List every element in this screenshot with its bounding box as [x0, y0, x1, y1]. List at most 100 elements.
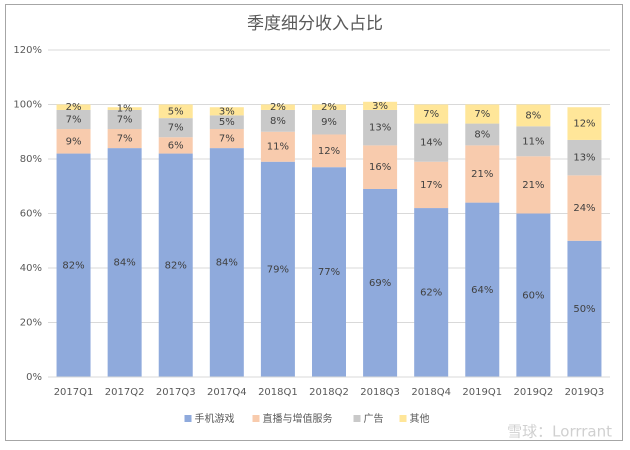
value-label: 24% [573, 203, 595, 214]
x-tick-label: 2019Q1 [462, 387, 502, 398]
value-label: 7% [219, 134, 235, 145]
legend-swatch [399, 415, 407, 422]
bar-segment [516, 213, 551, 377]
x-tick-label: 2017Q1 [54, 387, 94, 398]
value-label: 79% [267, 264, 289, 275]
value-label: 69% [369, 278, 391, 289]
bar-segment [260, 109, 295, 132]
bar-segment [414, 161, 449, 209]
bar-segment [516, 104, 551, 127]
bar-segment [312, 167, 346, 377]
value-label: 7% [66, 114, 82, 125]
value-label: 50% [573, 304, 595, 315]
bar-segment [107, 148, 142, 377]
x-tick-label: 2018Q3 [360, 387, 400, 398]
bar-segment [465, 202, 500, 377]
bar-segment [209, 107, 244, 116]
bar-segment [363, 101, 398, 110]
x-tick-label: 2018Q4 [411, 387, 451, 398]
value-label: 2% [270, 102, 286, 113]
bar-segment [209, 129, 244, 149]
bar-segment [312, 134, 346, 168]
y-tick-label: 80% [20, 154, 42, 165]
bar-segment [107, 107, 142, 110]
x-tick-label: 2017Q4 [207, 387, 247, 398]
value-label: 84% [216, 258, 238, 269]
value-label: 13% [369, 123, 391, 134]
value-label: 2% [321, 102, 337, 113]
x-tick-label: 2017Q3 [156, 387, 196, 398]
value-label: 7% [117, 114, 133, 125]
bar-segment [158, 153, 193, 377]
bar-segment [516, 156, 551, 214]
x-tick-label: 2017Q2 [105, 387, 145, 398]
value-label: 5% [168, 106, 184, 117]
bar-segment [107, 109, 142, 130]
bar-segment [56, 129, 91, 154]
bar-segment [260, 131, 295, 162]
value-label: 5% [219, 117, 235, 128]
legend-swatch [184, 415, 192, 422]
value-label: 11% [267, 142, 289, 153]
value-label: 12% [318, 146, 340, 157]
y-tick-label: 100% [13, 100, 42, 111]
value-label: 8% [525, 110, 541, 121]
value-label: 82% [62, 260, 84, 271]
legend-swatch [252, 415, 260, 422]
value-label: 7% [474, 109, 490, 120]
value-label: 8% [270, 116, 286, 127]
bar-segment [209, 148, 244, 377]
x-tick-label: 2018Q2 [309, 387, 349, 398]
bar-segment [567, 240, 602, 377]
value-label: 11% [522, 136, 544, 147]
value-label: 60% [522, 290, 544, 301]
value-label: 9% [66, 136, 82, 147]
value-label: 16% [369, 162, 391, 173]
bar-segment [56, 104, 91, 110]
bar-segment [414, 208, 449, 377]
bar-segment [465, 145, 500, 203]
value-label: 62% [420, 288, 442, 299]
bar-segment [363, 145, 398, 189]
y-tick-label: 120% [13, 45, 42, 56]
value-label: 1% [117, 104, 133, 115]
bar-segment [414, 104, 449, 124]
legend-label: 直播与增值服务 [263, 412, 333, 425]
bar-segment [107, 129, 142, 149]
y-tick-label: 40% [20, 263, 42, 274]
bar-segment [465, 104, 500, 124]
value-label: 77% [318, 267, 340, 278]
bar-segment [516, 126, 551, 157]
chart-title: 季度细分收入占比 [247, 14, 383, 34]
value-label: 64% [471, 285, 493, 296]
y-tick-label: 20% [20, 318, 42, 329]
bar-segment [363, 109, 398, 146]
bar-segment [260, 161, 295, 377]
bar-segment [209, 115, 244, 130]
x-tick-label: 2019Q3 [565, 387, 605, 398]
value-label: 6% [168, 140, 184, 151]
bar-segment [312, 109, 346, 135]
y-tick-label: 60% [20, 209, 42, 220]
bar-segment [414, 123, 449, 162]
bar-segment [56, 109, 91, 130]
watermark: 雪球：Lorrrant [507, 423, 612, 441]
bar-segment [56, 153, 91, 377]
value-label: 3% [372, 101, 388, 112]
legend-swatch [353, 415, 361, 422]
value-label: 7% [168, 123, 184, 134]
legend-label: 其他 [410, 412, 430, 425]
bar-segment [465, 123, 500, 146]
value-label: 13% [573, 153, 595, 164]
value-label: 3% [219, 106, 235, 117]
value-label: 21% [522, 180, 544, 191]
bar-segment [158, 118, 193, 138]
bar-segment [158, 104, 193, 119]
bar-segment [567, 107, 602, 140]
legend-label: 广告 [364, 412, 384, 425]
bar-segment [567, 139, 602, 176]
bar-segment [158, 137, 193, 154]
value-label: 7% [423, 109, 439, 120]
value-label: 9% [321, 117, 337, 128]
